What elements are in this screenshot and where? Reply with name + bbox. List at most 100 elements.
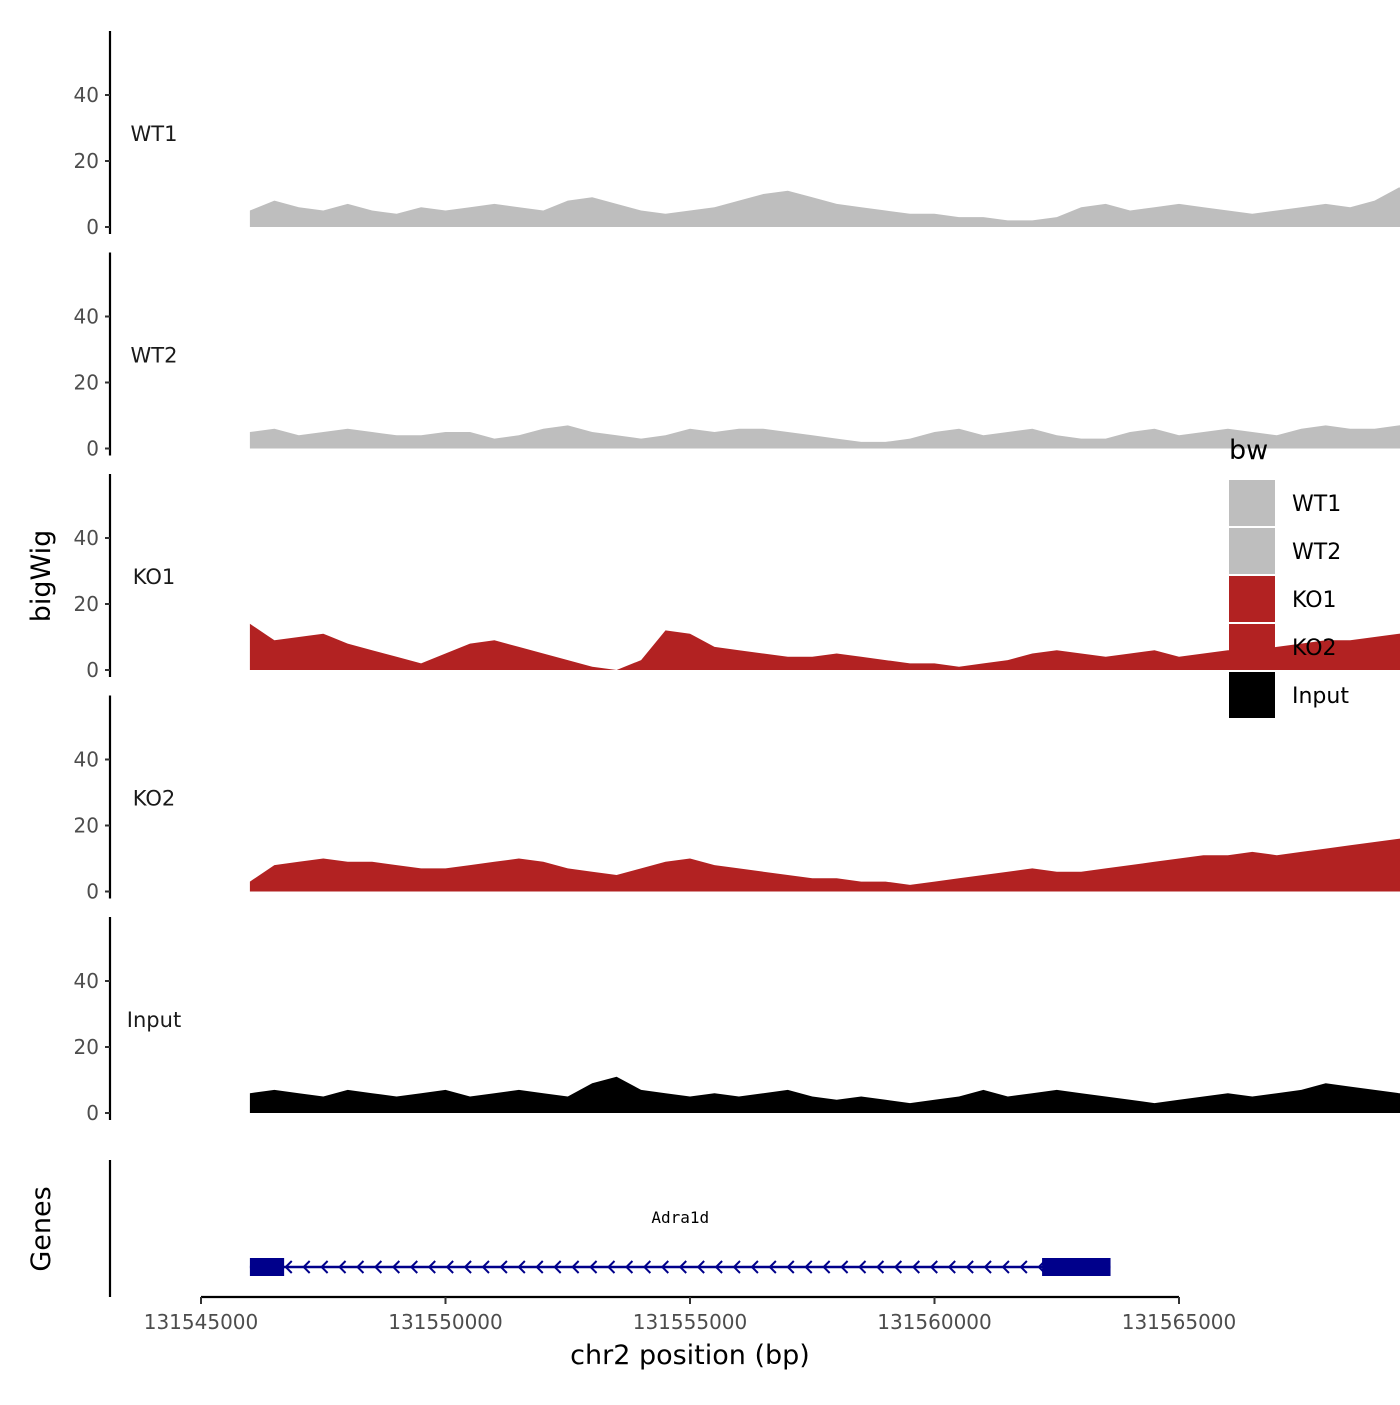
x-tick-label: 131545000 [144,1310,259,1334]
track-label: KO2 [133,787,176,811]
strand-arrow [642,1260,652,1274]
gene-exon [1042,1258,1111,1276]
legend-title: bw [1229,435,1268,466]
legend-label: KO2 [1292,636,1337,661]
strand-arrow [696,1260,705,1274]
strand-arrow [445,1260,454,1274]
y-tick-label: 0 [86,658,99,682]
strand-arrow [625,1260,634,1274]
y-tick-label: 20 [74,592,99,616]
track-label: KO1 [133,565,176,589]
strand-arrow [714,1260,723,1274]
signal-tracks: 0 20 40 WT1 0 20 40 WT2 0 20 40 KO1 0 20 40 KO2 0 20 40 Inp… [74,31,1400,1125]
strand-arrow [750,1260,759,1274]
x-tick-label: 131560000 [877,1310,992,1334]
y-tick-label: 0 [86,880,99,904]
genes-track: Genes Adra1d [26,1160,1111,1297]
strand-arrow [876,1260,885,1274]
legend-swatch-ko2 [1229,624,1275,670]
strand-arrow [356,1260,365,1274]
legend-label: Input [1292,684,1349,709]
strand-arrow [284,1260,293,1274]
y-tick-label: 20 [74,149,99,173]
y-tick-label: 40 [74,305,99,329]
y-tick-label: 20 [74,814,99,838]
strand-arrow [338,1260,347,1274]
track-label: Input [127,1008,181,1032]
signal-area-ko2 [249,838,1400,892]
y-tick-label: 40 [74,748,99,772]
strand-arrow [481,1260,490,1274]
y-tick-label: 40 [74,83,99,107]
x-tick-label: 131555000 [633,1310,748,1334]
signal-area-wt2 [249,425,1400,449]
x-tick-label: 131550000 [388,1310,503,1334]
y-tick-label: 0 [86,1101,99,1125]
strand-arrow [678,1260,687,1274]
signal-area-wt1 [249,187,1400,227]
strand-arrow [840,1260,849,1274]
x-tick-label: 131565000 [1122,1310,1237,1334]
strand-arrow [911,1260,921,1274]
gene-name-label: Adra1d [651,1208,709,1227]
strand-arrow [732,1260,741,1274]
x-axis: 131545000 131550000 131555000 131560000 1315… [144,1295,1237,1334]
strand-arrow [373,1260,383,1274]
y-tick-label: 0 [86,437,99,461]
y-tick-label: 0 [86,215,99,239]
strand-arrow [499,1260,508,1274]
legend: bw WT1 WT2 KO1 KO2 Input [1229,435,1349,718]
strand-arrow [409,1260,418,1274]
y-tick-label: 20 [74,371,99,395]
gene-exon [249,1258,285,1276]
legend-swatch-wt2 [1229,528,1275,574]
y-tick-label: 40 [74,969,99,993]
strand-arrow [463,1260,472,1274]
strand-arrow [571,1260,580,1274]
track-input: 0 20 40 Input [74,917,1400,1125]
strand-arrow [535,1260,544,1274]
legend-swatch-ko1 [1229,576,1275,622]
gene-adra1d: Adra1d [249,1208,1111,1276]
signal-area-ko1 [249,623,1400,670]
y-tick-label: 40 [74,526,99,550]
legend-swatch-wt1 [1229,480,1275,526]
strand-arrow [786,1260,795,1274]
legend-swatch-input [1229,672,1275,718]
strand-arrow [983,1260,992,1274]
strand-arrow [660,1260,669,1274]
strand-arrow [320,1260,329,1274]
track-wt2: 0 20 40 WT2 [74,252,1400,461]
strand-arrow [893,1260,903,1274]
track-ko1: 0 20 40 KO1 [74,474,1400,682]
genes-track-label: Genes [26,1186,57,1271]
legend-label: WT1 [1292,492,1341,517]
y-tick-label: 20 [74,1035,99,1059]
strand-arrow [302,1260,311,1274]
strand-arrow [1001,1260,1010,1274]
strand-arrow [804,1260,813,1274]
x-axis-title: chr2 position (bp) [570,1340,810,1371]
strand-arrow [1019,1260,1028,1274]
track-ko2: 0 20 40 KO2 [74,695,1400,904]
strand-arrow [427,1260,436,1274]
track-label: WT1 [131,122,178,146]
strand-arrow [822,1260,831,1274]
strand-arrow [589,1260,598,1274]
track-wt1: 0 20 40 WT1 [74,31,1400,239]
legend-label: WT2 [1292,540,1341,565]
y-axis-title: bigWig [26,530,57,623]
track-label: WT2 [131,344,178,368]
strand-arrow [965,1260,974,1274]
strand-arrow [768,1260,777,1274]
strand-arrow [929,1260,938,1274]
strand-arrow [517,1260,526,1274]
strand-arrow [391,1260,401,1274]
signal-area-input [249,1076,1400,1113]
strand-arrow [947,1260,956,1274]
strand-arrow [858,1260,867,1274]
strand-arrow [553,1260,562,1274]
strand-arrow [607,1260,616,1274]
